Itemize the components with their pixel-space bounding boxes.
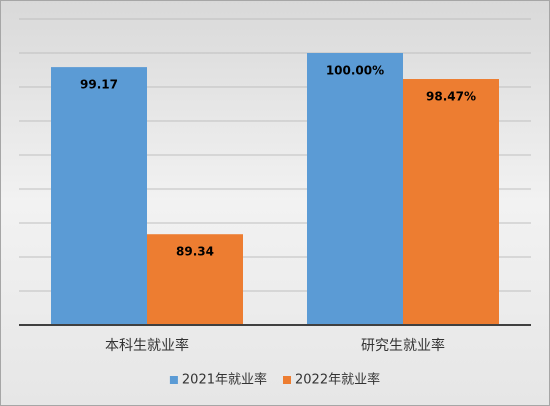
value-label: 100.00% — [326, 64, 384, 78]
x-tick-label: 本科生就业率 — [105, 337, 189, 354]
value-label: 89.34 — [176, 245, 214, 259]
x-tick-label: 研究生就业率 — [361, 337, 445, 354]
legend-swatch — [283, 376, 291, 384]
bar — [51, 67, 147, 326]
bar — [147, 234, 243, 325]
legend-label: 2022年就业率 — [295, 372, 380, 388]
legend-swatch — [169, 376, 178, 384]
value-label: 99.17 — [80, 78, 118, 92]
legend-label: 2021年就业率 — [182, 372, 267, 388]
bar — [307, 53, 403, 325]
bar — [403, 79, 499, 325]
value-label: 98.47% — [426, 90, 476, 104]
